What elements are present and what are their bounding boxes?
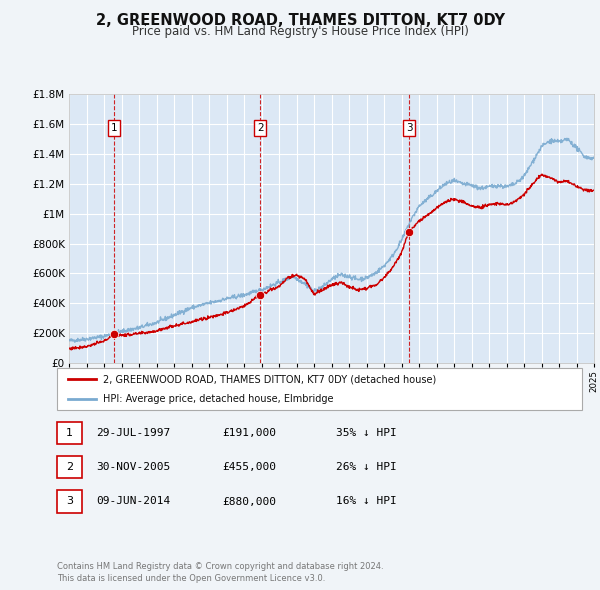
Text: 29-JUL-1997: 29-JUL-1997 [96, 428, 170, 438]
Text: HPI: Average price, detached house, Elmbridge: HPI: Average price, detached house, Elmb… [103, 395, 334, 404]
Text: 35% ↓ HPI: 35% ↓ HPI [336, 428, 397, 438]
Text: 09-JUN-2014: 09-JUN-2014 [96, 497, 170, 506]
Text: 30-NOV-2005: 30-NOV-2005 [96, 463, 170, 472]
Text: 1: 1 [66, 428, 73, 438]
Text: 16% ↓ HPI: 16% ↓ HPI [336, 497, 397, 506]
Text: 2, GREENWOOD ROAD, THAMES DITTON, KT7 0DY: 2, GREENWOOD ROAD, THAMES DITTON, KT7 0D… [95, 13, 505, 28]
Text: £191,000: £191,000 [222, 428, 276, 438]
Text: Contains HM Land Registry data © Crown copyright and database right 2024.
This d: Contains HM Land Registry data © Crown c… [57, 562, 383, 583]
Text: 3: 3 [406, 123, 413, 133]
Text: £455,000: £455,000 [222, 463, 276, 472]
Text: 26% ↓ HPI: 26% ↓ HPI [336, 463, 397, 472]
Text: 1: 1 [110, 123, 117, 133]
Text: 2: 2 [66, 463, 73, 472]
Text: Price paid vs. HM Land Registry's House Price Index (HPI): Price paid vs. HM Land Registry's House … [131, 25, 469, 38]
Text: 2, GREENWOOD ROAD, THAMES DITTON, KT7 0DY (detached house): 2, GREENWOOD ROAD, THAMES DITTON, KT7 0D… [103, 375, 436, 385]
Text: 2: 2 [257, 123, 263, 133]
Text: £880,000: £880,000 [222, 497, 276, 506]
Text: 3: 3 [66, 497, 73, 506]
